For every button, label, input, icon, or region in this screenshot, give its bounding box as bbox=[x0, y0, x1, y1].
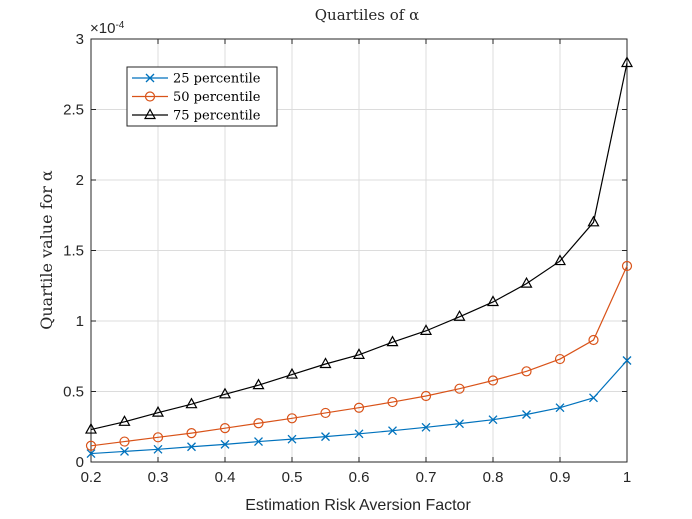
data-point bbox=[151, 405, 165, 417]
data-point bbox=[321, 432, 330, 442]
data-point bbox=[421, 422, 431, 432]
data-point bbox=[553, 254, 567, 266]
legend-label: 75 percentile bbox=[173, 109, 261, 124]
data-point bbox=[488, 415, 498, 425]
x-tick-label: 0.7 bbox=[416, 469, 437, 486]
x-tick-label: 0.9 bbox=[550, 469, 571, 486]
data-point bbox=[588, 334, 599, 346]
x-tick-label: 0.6 bbox=[349, 469, 370, 486]
data-point bbox=[219, 423, 231, 434]
legend-marker bbox=[143, 108, 157, 120]
data-point bbox=[320, 407, 331, 419]
data-point bbox=[319, 357, 332, 369]
y-tick-label: 1 bbox=[76, 313, 84, 330]
legend-item: 25 percentile bbox=[132, 72, 261, 87]
y-tick-label: 0 bbox=[76, 454, 84, 471]
legend-item: 75 percentile bbox=[132, 108, 261, 124]
data-point bbox=[285, 367, 299, 379]
x-tick-label: 0.8 bbox=[483, 469, 504, 486]
data-point bbox=[520, 276, 533, 288]
legend-label: 50 percentile bbox=[173, 90, 261, 105]
data-point bbox=[386, 335, 399, 347]
data-point bbox=[620, 56, 634, 68]
legend-marker bbox=[145, 73, 155, 83]
y-axis-label: Quartile value for α bbox=[37, 170, 56, 330]
x-tick-label: 1 bbox=[623, 469, 631, 486]
data-point bbox=[419, 324, 433, 335]
y-tick-label: 3 bbox=[76, 31, 84, 48]
data-point bbox=[486, 295, 500, 307]
data-point bbox=[420, 390, 432, 402]
data-point bbox=[254, 437, 263, 447]
data-point bbox=[187, 442, 196, 452]
data-point bbox=[388, 426, 397, 436]
x-tick-label: 0.5 bbox=[282, 469, 303, 486]
legend-marker bbox=[144, 91, 156, 102]
data-point bbox=[85, 440, 97, 451]
y-axis-exponent-power: -4 bbox=[115, 20, 124, 31]
ticks: 0.2 0.3 0.4 0.5 0.6 0.7 0.8 0.9 1 0 0.5 1 1.5 2 2.5 3 bbox=[63, 31, 631, 486]
data-point bbox=[487, 375, 499, 386]
x-tick-label: 0.4 bbox=[215, 469, 236, 486]
data-point bbox=[287, 434, 297, 444]
data-point bbox=[286, 413, 298, 424]
y-axis-exponent: ×10-4 bbox=[90, 20, 125, 37]
x-axis-label: Estimation Risk Aversion Factor bbox=[245, 497, 471, 514]
data-point bbox=[621, 260, 633, 272]
y-tick-label: 2.5 bbox=[63, 102, 84, 119]
data-point bbox=[387, 396, 398, 408]
data-point bbox=[454, 383, 465, 394]
data-point bbox=[218, 387, 232, 399]
data-point bbox=[120, 446, 129, 456]
data-point bbox=[622, 356, 632, 365]
data-point bbox=[555, 403, 565, 413]
series-line bbox=[90, 265, 628, 447]
data-point bbox=[353, 402, 365, 413]
data-point bbox=[185, 397, 198, 409]
data-point bbox=[153, 444, 163, 454]
data-point bbox=[253, 418, 264, 429]
data-point bbox=[119, 436, 130, 447]
series-layer bbox=[84, 56, 634, 458]
grid bbox=[90, 38, 628, 463]
series-75-percentile bbox=[84, 56, 634, 434]
legend-label: 25 percentile bbox=[173, 72, 261, 87]
data-point bbox=[554, 353, 566, 365]
data-point bbox=[455, 419, 464, 429]
chart-title: Quartiles of α bbox=[315, 6, 420, 24]
series-25-percentile bbox=[86, 356, 632, 458]
data-point bbox=[220, 439, 230, 449]
data-point bbox=[84, 422, 98, 434]
legend-item: 50 percentile bbox=[132, 90, 261, 105]
y-tick-label: 2 bbox=[76, 172, 84, 189]
data-point bbox=[522, 410, 531, 419]
y-tick-label: 0.5 bbox=[63, 384, 84, 401]
data-point bbox=[354, 429, 364, 439]
data-point bbox=[453, 310, 466, 321]
y-tick-label: 1.5 bbox=[63, 243, 84, 260]
series-50-percentile bbox=[85, 260, 633, 451]
data-point bbox=[352, 348, 366, 359]
data-point bbox=[521, 366, 532, 377]
data-point bbox=[252, 378, 265, 390]
data-point bbox=[186, 427, 197, 439]
data-point bbox=[587, 215, 600, 227]
x-tick-label: 0.2 bbox=[81, 469, 102, 486]
data-point bbox=[118, 415, 131, 426]
x-tick-label: 0.3 bbox=[148, 469, 169, 486]
series-line bbox=[90, 62, 628, 431]
y-axis-exponent-base: ×10 bbox=[90, 20, 115, 37]
data-point bbox=[152, 432, 164, 443]
data-point bbox=[86, 449, 96, 458]
legend: 25 percentile 50 percentile 75 percentile bbox=[126, 66, 278, 127]
data-point bbox=[589, 393, 598, 403]
